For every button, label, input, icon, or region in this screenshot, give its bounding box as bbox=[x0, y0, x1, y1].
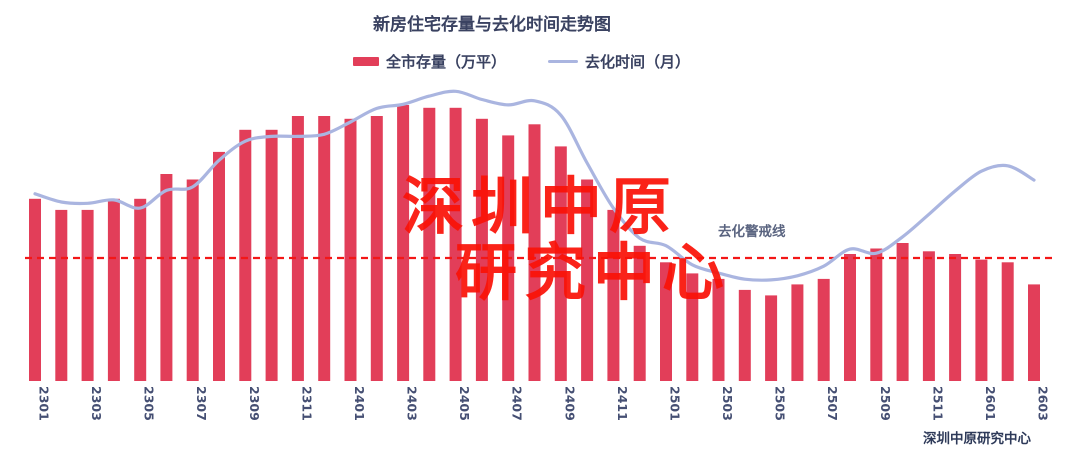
inventory-bar bbox=[81, 209, 94, 381]
x-axis-tick-label: 2403 bbox=[405, 386, 420, 421]
chart-legend: 全市存量（万平） 去化时间（月） bbox=[353, 51, 690, 72]
inventory-bar bbox=[423, 107, 436, 382]
x-axis-tick-label: 2303 bbox=[89, 386, 104, 421]
x-axis-tick-label: 2401 bbox=[352, 386, 367, 421]
inventory-bar bbox=[239, 129, 252, 381]
x-axis-tick-label: 2509 bbox=[878, 386, 893, 421]
inventory-bar bbox=[581, 179, 594, 381]
inventory-bar bbox=[712, 278, 725, 381]
legend-label-inventory: 全市存量（万平） bbox=[386, 53, 507, 71]
destocking-line-swatch-icon bbox=[548, 60, 579, 63]
x-axis-tick-label: 2501 bbox=[668, 386, 683, 421]
inventory-bar bbox=[265, 129, 278, 381]
inventory-bar bbox=[397, 105, 410, 381]
inventory-bar bbox=[291, 116, 304, 381]
chart-title: 新房住宅存量与去化时间走势图 bbox=[373, 15, 611, 35]
x-axis-tick-label: 2603 bbox=[1036, 386, 1051, 421]
inventory-bar bbox=[922, 251, 935, 381]
x-axis-tick-label: 2309 bbox=[247, 386, 262, 421]
inventory-bar bbox=[160, 174, 173, 381]
x-axis-tick-label: 2311 bbox=[299, 386, 314, 421]
footer-source: 深圳中原研究中心 bbox=[923, 431, 1031, 447]
destocking-time-line bbox=[33, 89, 1036, 282]
x-axis-tick-label: 2507 bbox=[825, 386, 840, 421]
inventory-bar bbox=[686, 273, 699, 381]
x-axis-tick-label: 2511 bbox=[930, 386, 945, 421]
inventory-bar bbox=[765, 295, 778, 381]
inventory-bar bbox=[344, 118, 357, 382]
x-axis-tick-label: 2407 bbox=[510, 386, 525, 421]
inventory-bar bbox=[107, 198, 120, 381]
inventory-bar bbox=[896, 243, 909, 381]
inventory-bar-swatch-icon bbox=[353, 57, 379, 66]
x-axis-tick-label: 2409 bbox=[562, 386, 577, 421]
legend-label-destocking-time: 去化时间（月） bbox=[585, 53, 691, 71]
inventory-bar bbox=[975, 259, 988, 381]
inventory-bar bbox=[318, 116, 331, 381]
warning-line-label: 去化警戒线 bbox=[718, 224, 786, 240]
inventory-bar bbox=[528, 124, 541, 382]
inventory-bar bbox=[475, 118, 488, 382]
inventory-bar bbox=[1001, 262, 1014, 381]
legend-item-destocking-time[interactable]: 去化时间（月） bbox=[548, 51, 690, 72]
x-axis-tick-label: 2305 bbox=[142, 386, 157, 421]
inventory-bar bbox=[817, 278, 830, 381]
inventory-bar bbox=[55, 209, 68, 381]
x-axis-tick-label: 2405 bbox=[457, 386, 472, 421]
inventory-bar bbox=[1028, 284, 1040, 381]
x-axis-tick-label: 2411 bbox=[615, 386, 630, 421]
inventory-bar bbox=[660, 262, 672, 381]
inventory-bar bbox=[554, 146, 567, 381]
x-axis-tick-label: 2503 bbox=[720, 386, 735, 421]
inventory-bar bbox=[213, 151, 225, 381]
inventory-bar bbox=[633, 245, 646, 381]
inventory-bar bbox=[844, 254, 856, 381]
x-axis-tick-label: 2505 bbox=[773, 386, 788, 421]
x-axis-tick-label: 2301 bbox=[37, 386, 52, 421]
x-axis-tick-label: 2601 bbox=[983, 386, 998, 421]
inventory-bar bbox=[29, 198, 41, 381]
inventory-bar bbox=[738, 289, 751, 381]
inventory-bar bbox=[134, 198, 147, 381]
inventory-bar bbox=[186, 179, 199, 381]
inventory-bar bbox=[949, 254, 962, 381]
inventory-bar bbox=[870, 248, 883, 381]
x-axis-tick-label: 2307 bbox=[194, 386, 209, 421]
inventory-bar bbox=[370, 116, 383, 381]
inventory-bar bbox=[449, 107, 462, 382]
inventory-bar bbox=[607, 209, 620, 381]
inventory-bar bbox=[791, 284, 804, 381]
legend-item-inventory[interactable]: 全市存量（万平） bbox=[353, 51, 506, 72]
